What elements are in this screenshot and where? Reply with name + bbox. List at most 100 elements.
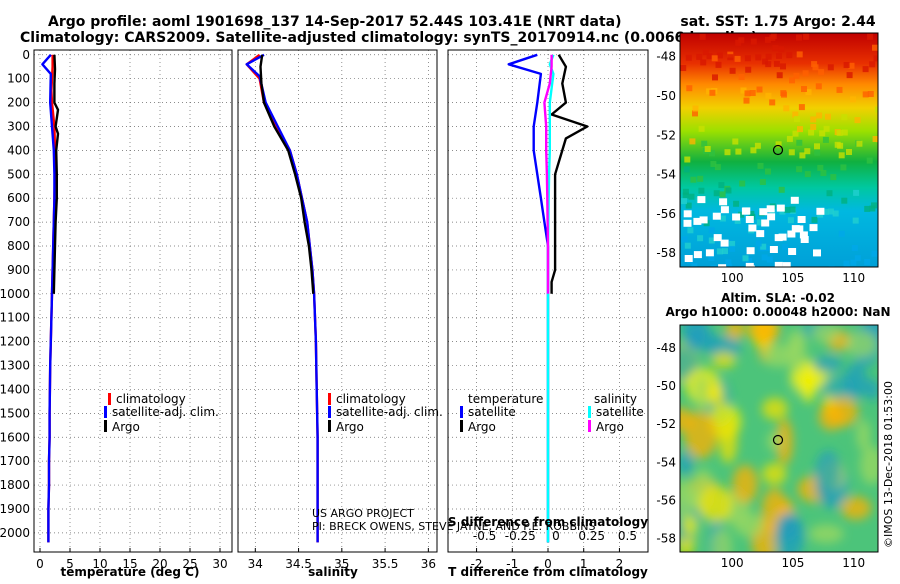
legend-swatch-argo: [104, 420, 107, 432]
x2-tick-label: 0.25: [578, 529, 605, 543]
map-x-tick-label: 100: [721, 271, 744, 285]
sst-map-profile-marker: [772, 144, 784, 156]
map-y-tick-label: -54: [656, 168, 676, 182]
series-line: [550, 54, 589, 294]
legend-swatch-s-argo: [588, 420, 591, 432]
plot-frame: [237, 49, 438, 553]
map-y-tick-label: -58: [656, 246, 676, 260]
map-y-tick-label: -52: [656, 128, 676, 142]
map-y-tick-label: -48: [656, 341, 676, 355]
depth-tick-label: 300: [7, 119, 30, 133]
legend-label-satellite: satellite-adj. clim.: [112, 405, 219, 419]
depth-tick-label: 1000: [0, 287, 30, 301]
sla-map-texture: [680, 325, 878, 552]
title-line-1: Argo profile: aoml 1901698_137 14-Sep-20…: [48, 14, 622, 30]
title-line-2: Climatology: CARS2009. Satellite-adjuste…: [20, 30, 757, 46]
map-y-tick-label: -50: [656, 89, 676, 103]
series-line: [259, 54, 315, 294]
series-line: [543, 54, 553, 294]
x-tick-label: 25: [182, 557, 197, 571]
map-x-tick-label: 110: [842, 271, 865, 285]
x-tick-label: 0: [544, 557, 552, 571]
temperature-panel: 0 5 10 15 20 25 30: [33, 49, 233, 571]
x-tick-label: 36: [421, 557, 436, 571]
depth-tick-label: 1200: [0, 335, 30, 349]
series-line: [507, 53, 550, 543]
depth-tick-label: 1500: [0, 406, 30, 420]
map-x-tick-label: 110: [842, 556, 865, 570]
map-y-tick-label: -56: [656, 493, 676, 507]
depth-tick-label: 200: [7, 96, 30, 110]
x-tick-label: 2: [616, 557, 624, 571]
depth-tick-label: 1800: [0, 478, 30, 492]
credit-line-2: PI: BRECK OWENS, STEVE JAYNE, AND P.E. R…: [312, 520, 595, 533]
depth-tick-label: 400: [7, 143, 30, 157]
sla-map: [679, 324, 879, 553]
sst-map-texture: [680, 33, 878, 267]
legend-swatch-s-satellite: [588, 406, 591, 418]
legend-label-climatology: climatology: [336, 392, 406, 406]
temperature-legend: climatology satellite-adj. clim. Argo: [104, 392, 219, 434]
map2-title-1: Altim. SLA: -0.02: [721, 291, 835, 305]
x-tick-label: 34.5: [285, 557, 312, 571]
x-tick-label: 35: [334, 557, 349, 571]
legend-swatch-climatology: [108, 393, 111, 405]
difference-axis-label: T difference from climatology: [448, 565, 648, 579]
map-y-tick-label: -48: [656, 50, 676, 64]
series-line: [245, 53, 319, 543]
legend-swatch-climatology: [328, 393, 331, 405]
salinity-panel: 34 34.5 35 35.5 36: [237, 49, 438, 571]
legend-swatch-t-argo: [460, 420, 463, 432]
legend-swatch-argo: [328, 420, 331, 432]
legend-title-salinity: salinity: [594, 392, 637, 406]
map-tick-labels: 100 105 110 -48 -50 -52 -54 -56 -58 100 105 110 -48 -…: [656, 50, 865, 570]
depth-tick-label: 1600: [0, 430, 30, 444]
x-tick-label: -2: [471, 557, 483, 571]
series-line: [52, 54, 60, 294]
legend-swatch-t-satellite: [460, 406, 463, 418]
temperature-axis-label: temperature (deg C): [61, 565, 200, 579]
sst-map-frame: [679, 32, 879, 268]
x-tick-label: 35.5: [372, 557, 399, 571]
series-line: [245, 53, 319, 543]
map-y-tick-label: -52: [656, 417, 676, 431]
map-y-tick-label: -50: [656, 379, 676, 393]
salinity-legend: climatology satellite-adj. clim. Argo: [328, 392, 443, 434]
x-tick-label: 30: [212, 557, 227, 571]
map-x-tick-label: 100: [721, 556, 744, 570]
depth-tick-label: 1100: [0, 311, 30, 325]
depth-tick-label: 600: [7, 191, 30, 205]
map-y-tick-label: -58: [656, 532, 676, 546]
x-tick-label: 15: [122, 557, 137, 571]
sla-map-profile-marker: [772, 434, 784, 446]
sla-map-frame: [679, 324, 879, 553]
x2-tick-label: -0.5: [473, 529, 496, 543]
plot-frame: [33, 49, 233, 553]
legend-title-temperature: temperature: [468, 392, 543, 406]
legend-swatch-satellite: [104, 406, 107, 418]
legend-label-s-argo: Argo: [596, 420, 624, 434]
salinity-axis-label: salinity: [308, 565, 358, 579]
difference-panel: -2 -1 0 1 2 -0.5 -0.25 0 0.25 0.5: [447, 49, 649, 571]
map-y-tick-label: -54: [656, 455, 676, 469]
depth-tick-label: 700: [7, 215, 30, 229]
depth-tick-label: 2000: [0, 526, 30, 540]
map-x-tick-label: 105: [782, 271, 805, 285]
watermark: ©IMOS 13-Dec-2018 01:53:00: [882, 381, 895, 548]
legend-swatch-satellite: [328, 406, 331, 418]
legend-label-argo: Argo: [336, 420, 364, 434]
s-difference-axis-label: S difference from climatology: [448, 515, 648, 529]
depth-tick-label: 500: [7, 167, 30, 181]
depth-tick-label: 1300: [0, 359, 30, 373]
difference-legend: temperature salinity satellite Argo sate…: [460, 392, 644, 434]
sst-map-missing-data: [683, 196, 825, 267]
legend-label-climatology: climatology: [116, 392, 186, 406]
legend-label-argo: Argo: [112, 420, 140, 434]
legend-label-t-argo: Argo: [468, 420, 496, 434]
series-line: [546, 54, 555, 543]
legend-label-satellite: satellite-adj. clim.: [336, 405, 443, 419]
x2-tick-label: -0.25: [505, 529, 536, 543]
legend-label-t-satellite: satellite: [468, 405, 516, 419]
map-y-tick-label: -56: [656, 207, 676, 221]
sst-map: [679, 32, 879, 268]
